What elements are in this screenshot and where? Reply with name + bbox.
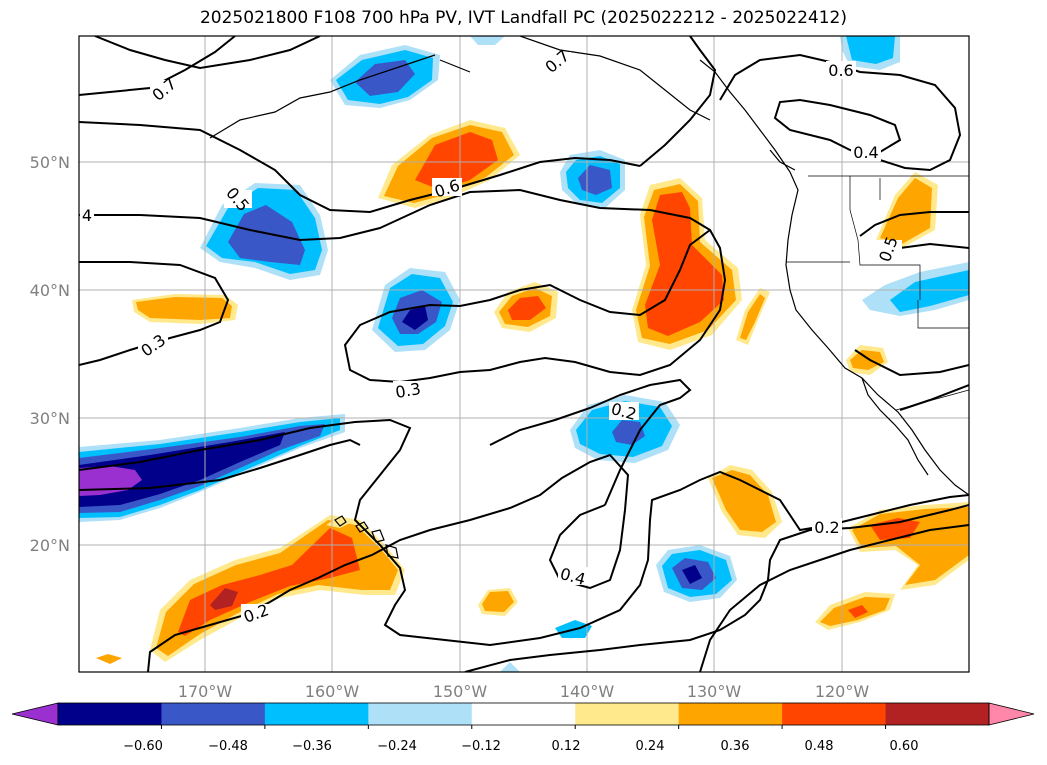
colorbar-segment	[264, 703, 369, 725]
contour-label: 0.4	[853, 143, 878, 162]
colorbar-segment	[782, 703, 887, 725]
colorbar-tick-label: −0.48	[208, 739, 248, 754]
colorbar-frame	[57, 702, 990, 726]
colorbar-tick-label: 0.60	[890, 739, 919, 754]
map-title: 2025021800 F108 700 hPa PV, IVT Landfall…	[199, 8, 847, 28]
contour-label: 0.3	[394, 379, 422, 402]
lat-label: 40°N	[30, 281, 70, 300]
negative-pv-blob	[570, 395, 680, 463]
colorbar-tick-label: 0.36	[721, 739, 750, 754]
contour-label: 0.6	[828, 61, 853, 80]
contour-label: 4	[82, 206, 92, 225]
positive-pv-blob	[96, 172, 969, 664]
positive-pv-band	[150, 515, 405, 662]
colorbar-tick-label: 0.12	[552, 739, 581, 754]
colorbar-tick-label: −0.12	[461, 739, 501, 754]
lat-label: 50°N	[30, 153, 70, 172]
lon-label: 120°W	[815, 682, 870, 701]
longitude-labels: 170°W 160°W 150°W 140°W 130°W 120°W	[178, 682, 870, 701]
lon-label: 150°W	[433, 682, 488, 701]
latitude-labels: 50°N 40°N 30°N 20°N	[30, 153, 70, 555]
negative-pv-blob	[470, 36, 505, 45]
lon-label: 130°W	[687, 682, 742, 701]
lat-label: 30°N	[30, 409, 70, 428]
lon-label: 160°W	[305, 682, 360, 701]
contour-labels: 0.7 0.7 0.6 0.4 0.5 0.6 4 0.5 0.3 0.3 0.…	[80, 46, 902, 627]
negative-pv-blob	[846, 36, 895, 64]
colorbar-tick-label: −0.24	[377, 739, 417, 754]
colorbar-segment	[678, 703, 783, 725]
positive-pv-blob	[494, 282, 558, 332]
positive-pv-blob	[708, 465, 782, 538]
colorbar-segment	[58, 703, 162, 725]
negative-pv-blob	[862, 262, 969, 316]
colorbar-segment	[575, 703, 680, 725]
lat-label: 20°N	[30, 536, 70, 555]
map-layers: 0.7 0.7 0.6 0.4 0.5 0.6 4 0.5 0.3 0.3 0.…	[79, 36, 969, 672]
colorbar-tick-label: −0.36	[292, 739, 332, 754]
colorbar-segment	[885, 703, 990, 725]
colorbar-extend-min	[11, 702, 59, 726]
positive-pv-blob	[132, 294, 238, 324]
coastlines	[209, 36, 969, 559]
contour-label: 0.2	[814, 518, 839, 537]
map-frame	[78, 35, 970, 673]
negative-pv-blob	[372, 268, 460, 352]
lon-label: 140°W	[560, 682, 615, 701]
colorbar-extend-max	[988, 702, 1035, 726]
negative-pv-blob	[500, 662, 520, 672]
colorbar-tick-label: −0.60	[123, 739, 163, 754]
positive-pv-blob	[378, 120, 520, 208]
lon-label: 170°W	[178, 682, 233, 701]
colorbar-segment	[471, 703, 576, 725]
colorbar	[11, 702, 1035, 729]
negative-pv-blob	[200, 183, 328, 280]
colorbar-tick-label: 0.24	[636, 739, 665, 754]
colorbar-segment	[161, 703, 266, 725]
colorbar-segment	[368, 703, 473, 725]
colorbar-tick-label: 0.48	[805, 739, 834, 754]
colorbar-tick-labels: −0.60 −0.48 −0.36 −0.24 −0.12 0.12 0.24 …	[123, 739, 918, 754]
